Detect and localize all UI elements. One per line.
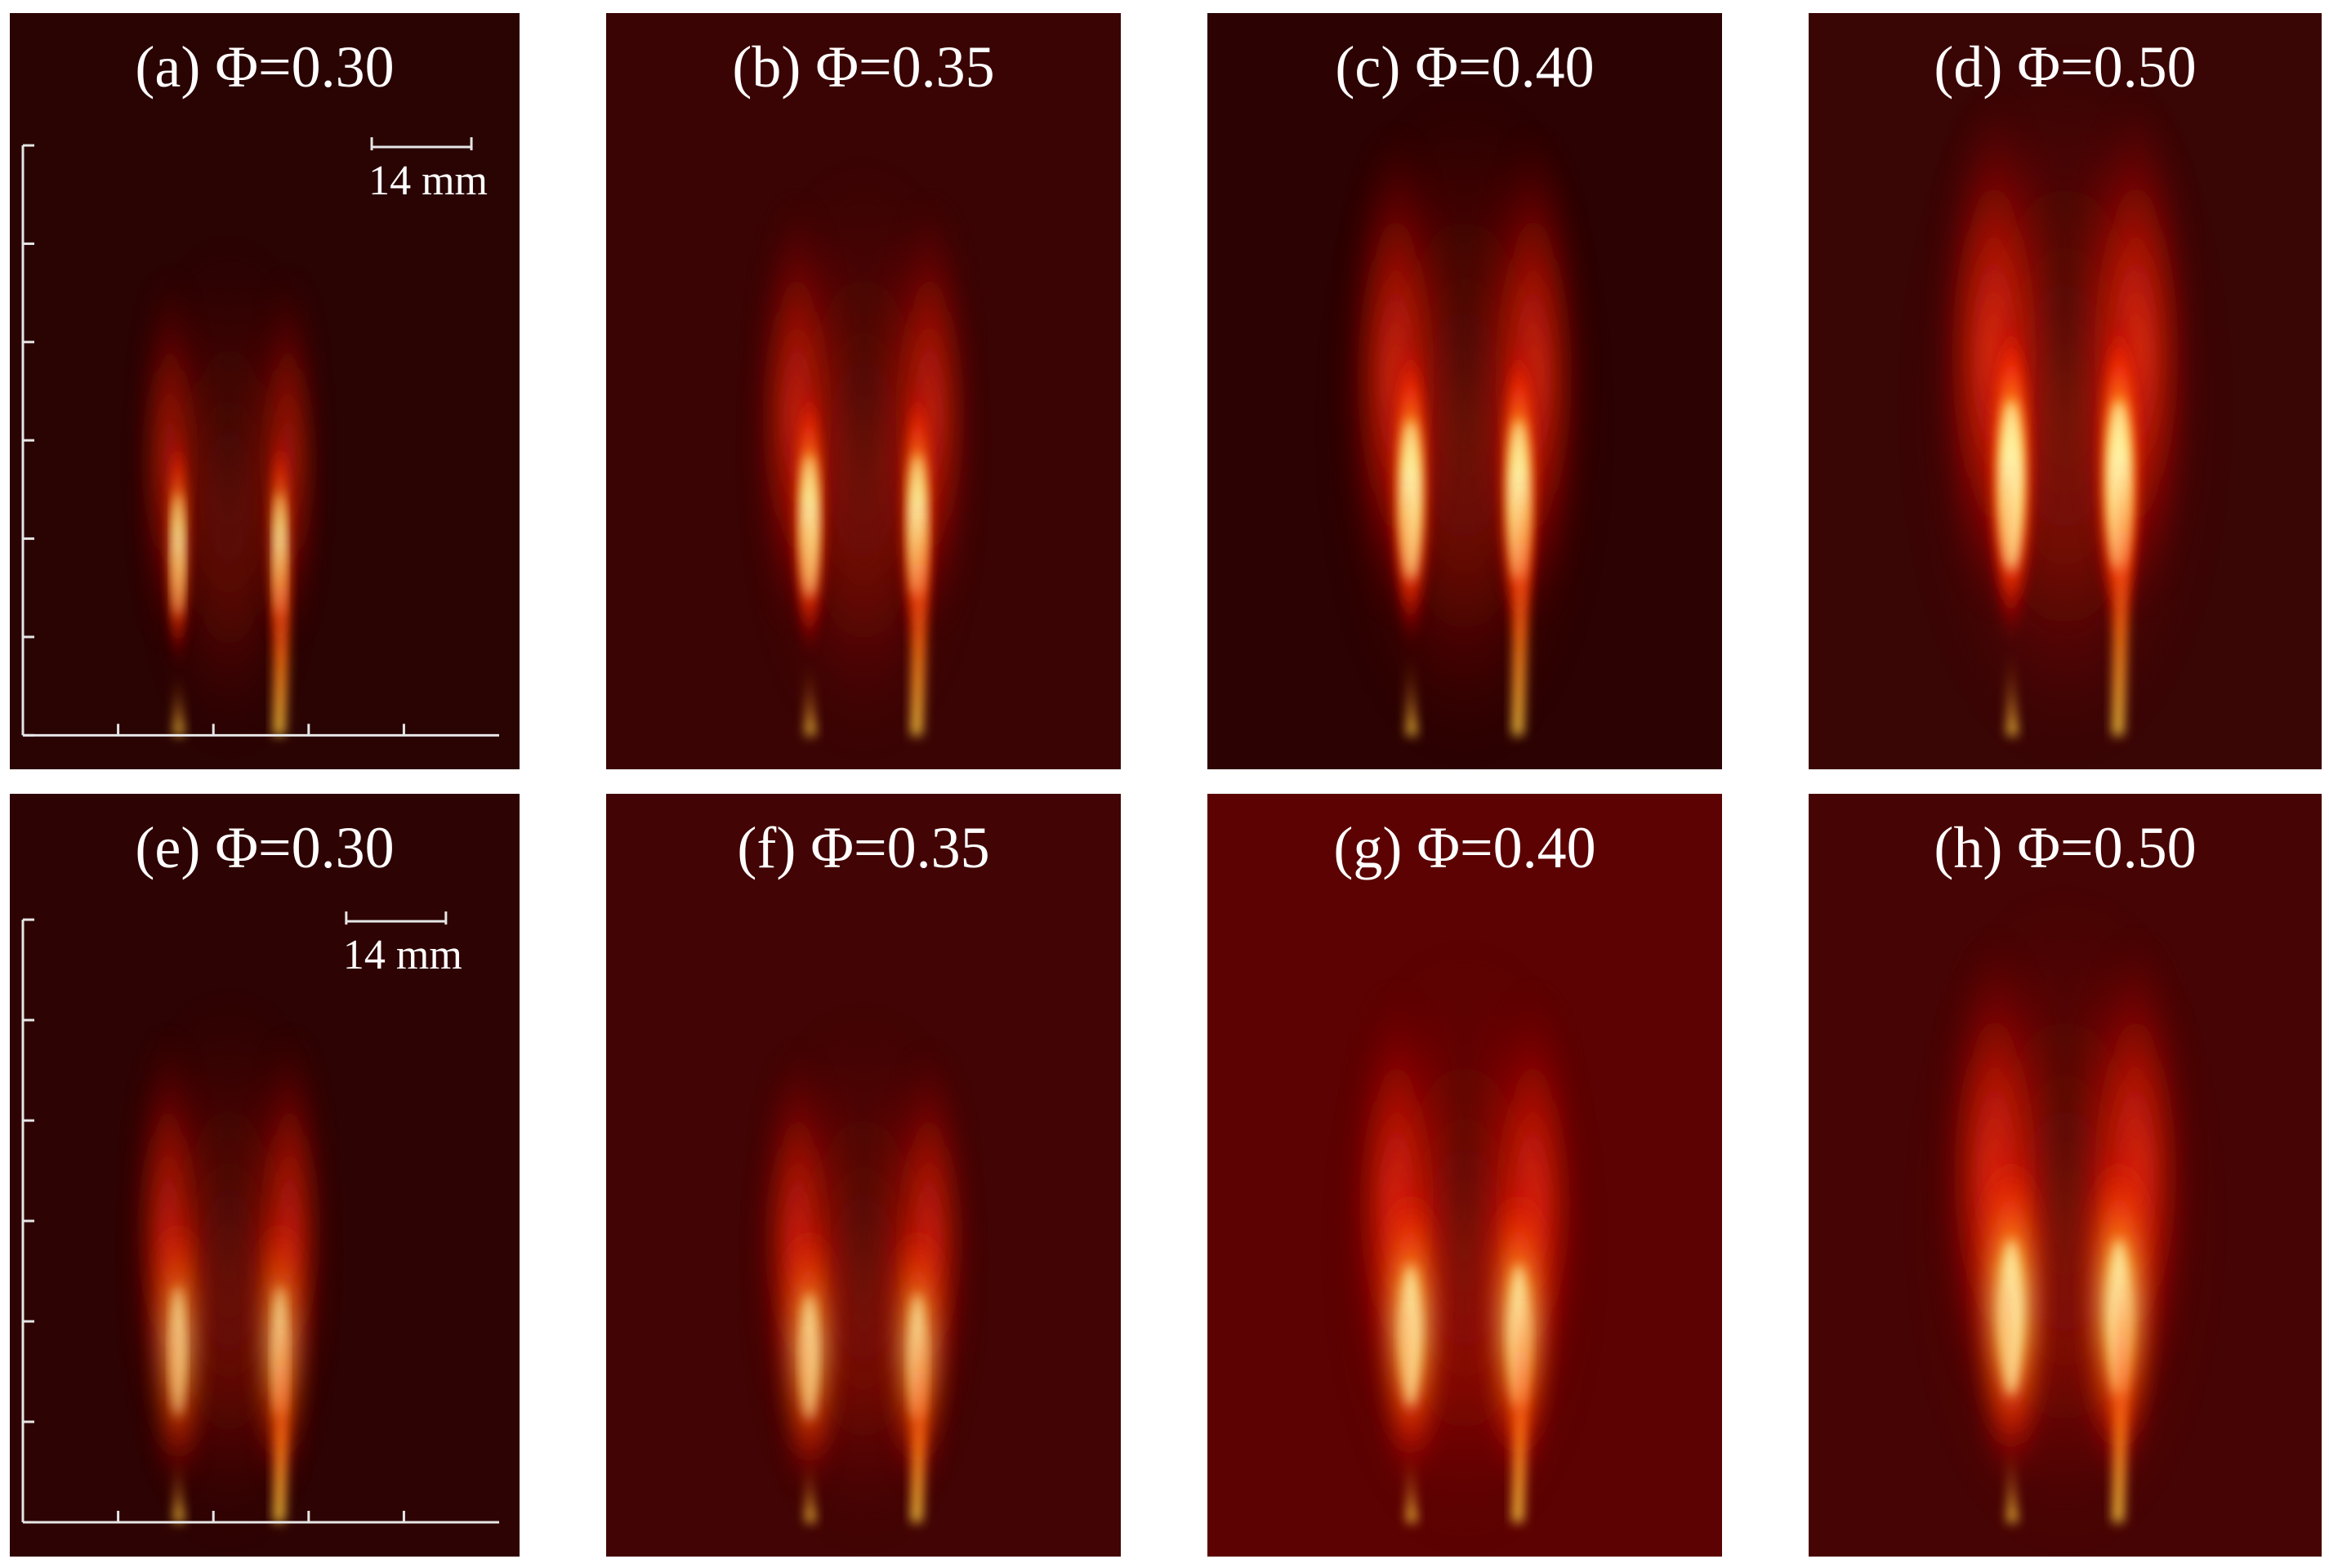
scale-bar-label: 14 mm <box>368 158 488 204</box>
axes <box>21 918 500 1524</box>
panel-a: 14 mm (a) Φ=0.30 <box>10 13 520 769</box>
flame-image <box>1938 907 2193 1535</box>
panel-title: (d) Φ=0.50 <box>1934 34 2196 100</box>
scale-bar: 14 mm <box>343 911 462 978</box>
flame-image <box>760 1024 967 1532</box>
flame-image <box>136 1009 322 1533</box>
scale-bar-label: 14 mm <box>343 932 462 978</box>
panel-title: (f) Φ=0.35 <box>737 815 989 880</box>
panel-title: (b) Φ=0.35 <box>732 34 994 100</box>
panel-g: (g) Φ=0.40 <box>1207 794 1722 1557</box>
panel-title: (a) Φ=0.30 <box>135 34 394 100</box>
panel-title: (c) Φ=0.40 <box>1335 34 1594 100</box>
axes <box>21 144 500 737</box>
panel-title: (e) Φ=0.30 <box>135 815 394 880</box>
panel-h: (h) Φ=0.50 <box>1809 794 2322 1557</box>
panel-d: (d) Φ=0.50 <box>1809 13 2322 769</box>
scale-bar: 14 mm <box>368 137 488 204</box>
panel-c: (c) Φ=0.40 <box>1207 13 1722 769</box>
flame-image <box>756 172 970 746</box>
flame-image <box>143 249 315 745</box>
flame-image <box>1347 102 1582 748</box>
panel-f: (f) Φ=0.35 <box>606 794 1121 1557</box>
panel-title: (h) Φ=0.50 <box>1934 815 2196 880</box>
flame-image <box>1931 64 2199 749</box>
flame-image <box>1351 962 1578 1534</box>
panel-b: (b) Φ=0.35 <box>606 13 1121 769</box>
panel-e: 14 mm (e) Φ=0.30 <box>10 794 520 1557</box>
panel-title: (g) Φ=0.40 <box>1333 815 1595 880</box>
